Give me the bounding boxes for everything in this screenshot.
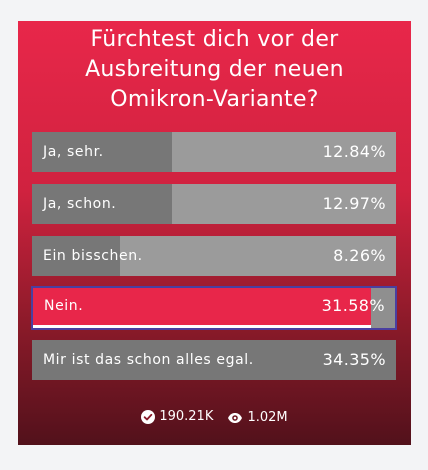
poll-option-ein-bisschen[interactable]: Ein bisschen. 8.26% xyxy=(32,236,396,276)
option-label: Ja, sehr. xyxy=(43,144,104,160)
poll-option-egal[interactable]: Mir ist das schon alles egal. 34.35% xyxy=(32,340,396,380)
poll-question: Fürchtest dich vor der Ausbreitung der n… xyxy=(18,25,411,115)
poll-option-nein[interactable]: Nein. 31.58% xyxy=(31,286,397,330)
option-percent: 12.97% xyxy=(322,194,386,213)
option-fill-bar xyxy=(32,132,172,172)
option-percent: 31.58% xyxy=(321,296,385,315)
option-fill-bar xyxy=(32,340,396,380)
option-label: Mir ist das schon alles egal. xyxy=(43,352,254,368)
question-line: Ausbreitung der neuen xyxy=(85,57,344,82)
selected-underline xyxy=(33,325,372,328)
option-fill-bar xyxy=(32,236,120,276)
option-percent: 8.26% xyxy=(333,246,386,265)
eye-icon xyxy=(228,412,243,423)
question-line: Omikron-Variante? xyxy=(110,87,319,112)
option-percent: 34.35% xyxy=(322,350,386,369)
option-label: Ein bisschen. xyxy=(43,248,143,264)
views-count: 1.02M xyxy=(247,410,288,425)
poll-option-ja-schon[interactable]: Ja, schon. 12.97% xyxy=(32,184,396,224)
views-stat: 1.02M xyxy=(227,410,288,425)
poll-option-ja-sehr[interactable]: Ja, sehr. 12.84% xyxy=(32,132,396,172)
option-percent: 12.84% xyxy=(322,142,386,161)
poll-stats: 190.21K 1.02M xyxy=(18,409,411,428)
option-label: Nein. xyxy=(44,298,84,314)
question-line: Fürchtest dich vor der xyxy=(90,27,339,52)
poll-card: Fürchtest dich vor der Ausbreitung der n… xyxy=(18,21,411,445)
option-label: Ja, schon. xyxy=(43,196,117,212)
option-fill-bar xyxy=(32,184,172,224)
check-circle-icon xyxy=(141,409,156,424)
votes-count: 190.21K xyxy=(159,409,214,424)
votes-stat: 190.21K xyxy=(141,409,213,424)
option-fill-bar xyxy=(33,288,372,328)
